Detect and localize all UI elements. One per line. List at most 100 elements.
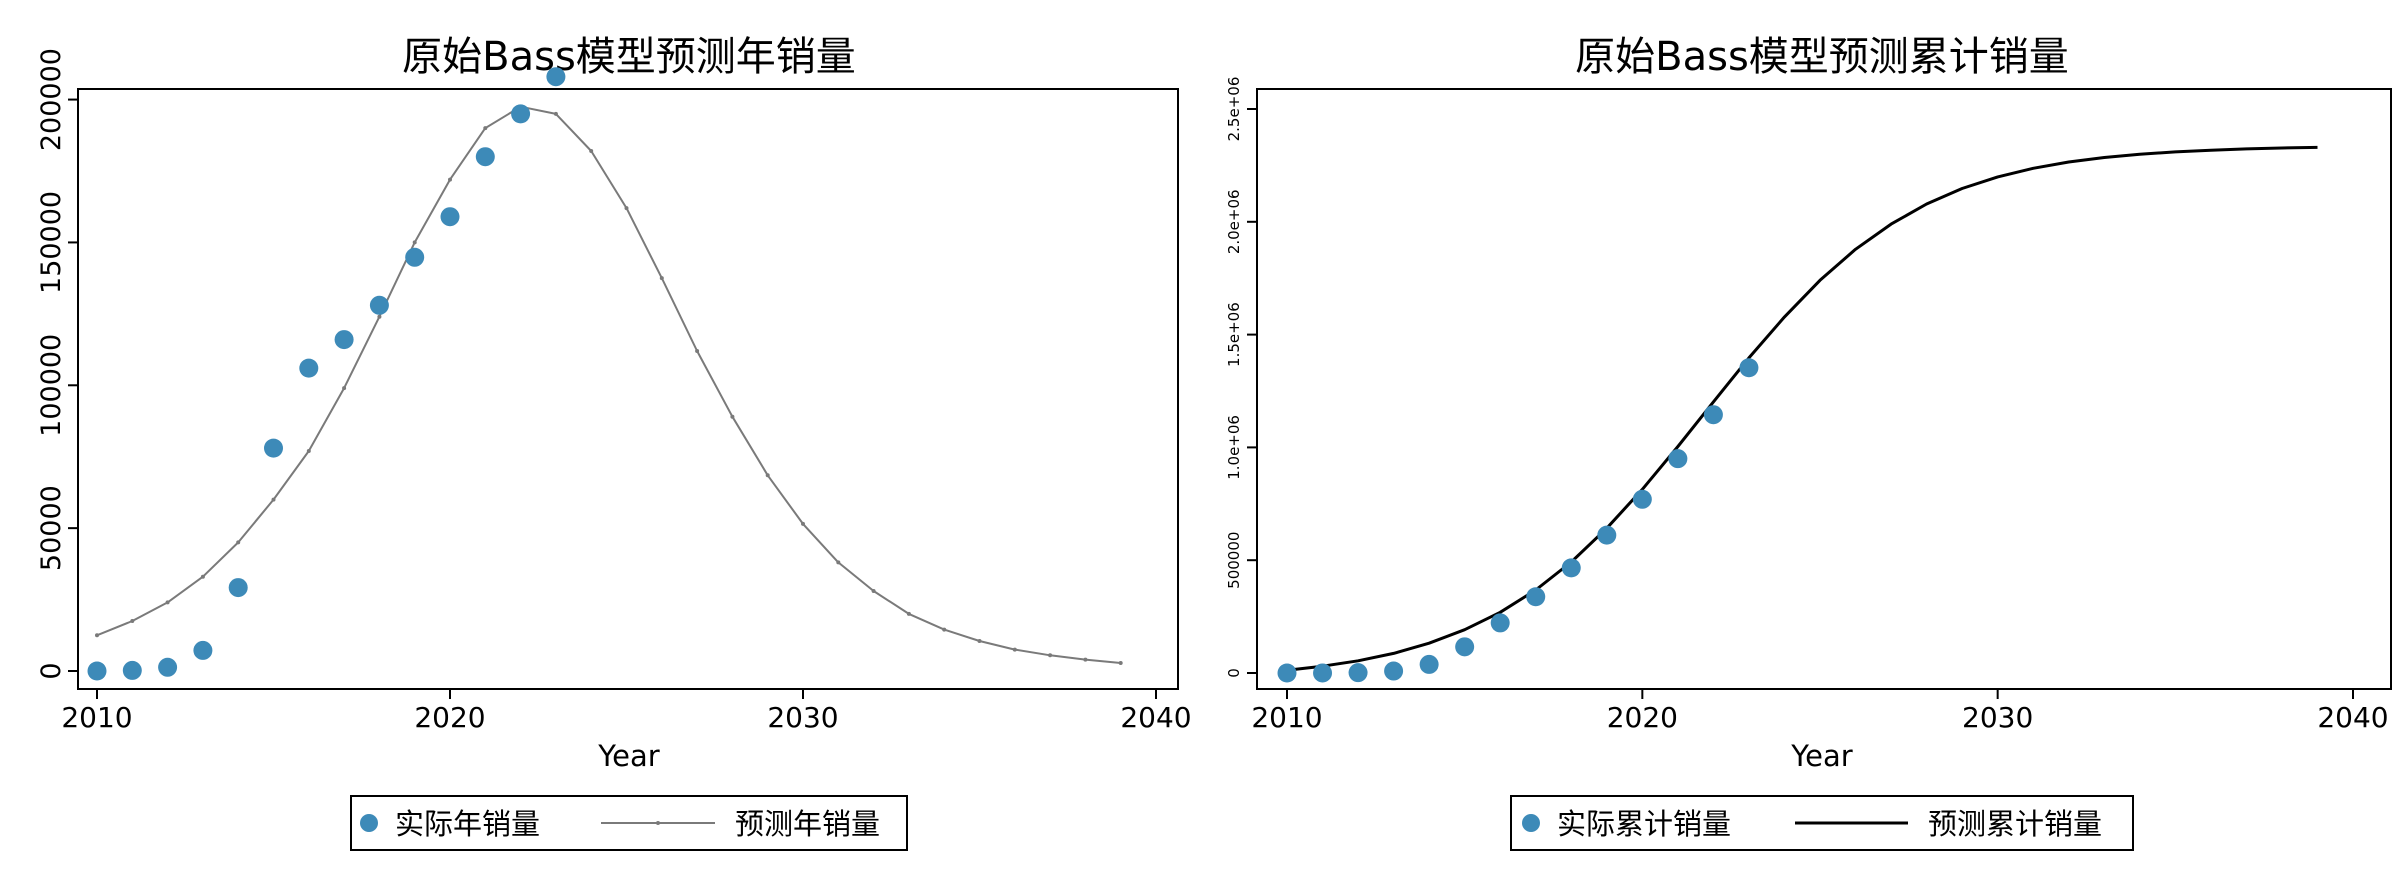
y-tick-label: 1.0e+06 — [1225, 415, 1243, 480]
actual-point — [87, 661, 107, 681]
forecast-point — [730, 414, 735, 419]
x-tick-label: 2040 — [2317, 701, 2388, 734]
actual-point — [1490, 613, 1510, 633]
actual-point — [1739, 358, 1759, 378]
forecast-line — [96, 105, 1121, 664]
forecast-point — [306, 449, 311, 453]
actual-point — [440, 207, 460, 227]
forecast-point — [200, 574, 205, 579]
forecast-point — [1012, 647, 1017, 652]
legend-label-forecast: 预测年销量 — [735, 807, 880, 841]
legend-marker-actual — [1522, 814, 1540, 832]
actual-point — [1526, 587, 1546, 607]
actual-point — [334, 330, 354, 350]
y-tick-label: 100000 — [36, 334, 67, 437]
plot-frame — [77, 88, 1179, 690]
x-axis: 2010 2020 2030 2040 — [1251, 689, 2389, 734]
actual-point — [1668, 449, 1688, 469]
forecast-point — [412, 240, 417, 245]
x-axis: 2010 2020 2030 2040 — [61, 689, 1192, 734]
legend: 实际年销量 预测年销量 — [350, 795, 908, 851]
forecast-line — [1286, 145, 2318, 672]
x-axis-title: Year — [597, 739, 659, 773]
chart-title: 原始Bass模型预测累计销量 — [1575, 34, 2069, 80]
y-axis: 0 500000 1.0e+06 1.5e+06 2.0e+06 2.5e+06 — [1225, 77, 1257, 678]
forecast-point — [553, 111, 558, 116]
legend-box — [350, 795, 908, 851]
actual-point — [1277, 663, 1297, 683]
forecast-point — [1048, 653, 1053, 658]
forecast-point — [942, 627, 947, 632]
cumulative-sales-chart: 原始Bass模型预测累计销量 0 500000 1.0e+06 1.5e+06 2.0e… — [1225, 34, 2392, 851]
actual-point — [299, 358, 319, 378]
forecast-point — [624, 206, 629, 211]
y-tick-label: 150000 — [36, 191, 67, 294]
forecast-point — [589, 149, 594, 153]
plot-frame — [1256, 88, 2392, 690]
forecast-point — [377, 314, 382, 319]
actual-point — [1348, 663, 1368, 683]
actual-point — [546, 67, 566, 87]
forecast-point — [977, 639, 982, 643]
actual-point — [264, 438, 283, 458]
actual-point — [122, 660, 142, 680]
actual-point — [405, 247, 425, 267]
legend-label-forecast: 预测累计销量 — [1928, 807, 2102, 841]
forecast-point — [906, 611, 911, 616]
legend-label-actual: 实际年销量 — [395, 807, 540, 841]
y-tick-label: 0 — [1225, 668, 1243, 678]
x-tick-label: 2020 — [414, 701, 485, 734]
actual-point — [1384, 661, 1404, 681]
forecast-point — [765, 473, 770, 478]
forecast-point — [659, 276, 664, 281]
x-axis-title: Year — [1790, 739, 1852, 773]
legend-marker-forecast — [656, 821, 660, 825]
actual-point — [1561, 558, 1581, 578]
actual-point — [1632, 489, 1652, 509]
chart-title: 原始Bass模型预测年销量 — [402, 34, 856, 80]
actual-point — [158, 657, 178, 677]
y-tick-label: 50000 — [36, 485, 67, 571]
forecast-point — [342, 386, 347, 391]
y-tick-label: 2.5e+06 — [1225, 77, 1243, 142]
forecast-point — [165, 600, 170, 605]
actual-point — [1597, 525, 1617, 545]
y-tick-label: 500000 — [1225, 532, 1243, 589]
legend-label-actual: 实际累计销量 — [1557, 807, 1731, 841]
forecast-point — [236, 540, 241, 545]
legend-box — [1510, 795, 2134, 851]
y-tick-label: 1.5e+06 — [1225, 302, 1243, 367]
y-tick-label: 0 — [36, 662, 67, 679]
forecast-point — [1083, 657, 1088, 662]
forecast-point — [95, 633, 99, 638]
x-tick-label: 2040 — [1120, 701, 1191, 734]
actual-point — [1313, 663, 1333, 683]
actual-point — [1703, 405, 1723, 425]
legend: 实际累计销量 预测累计销量 — [1510, 795, 2134, 851]
forecast-point — [695, 349, 700, 353]
forecast-point — [836, 560, 841, 565]
actual-point — [1455, 637, 1475, 657]
x-tick-label: 2010 — [61, 701, 132, 734]
series-layer — [1277, 145, 2318, 683]
legend-marker-actual — [360, 814, 378, 832]
forecast-point — [130, 619, 135, 623]
forecast-point — [483, 126, 488, 131]
forecast-point — [871, 589, 876, 593]
forecast-point — [271, 497, 276, 502]
y-tick-label: 2.0e+06 — [1225, 189, 1243, 254]
y-tick-label: 200000 — [36, 48, 67, 151]
forecast-point — [801, 521, 805, 526]
actual-point — [511, 104, 531, 124]
actual-point — [228, 578, 248, 598]
forecast-point — [448, 177, 452, 182]
y-axis: 0 50000 100000 150000 200000 — [36, 48, 78, 680]
actual-point — [1419, 654, 1439, 674]
forecast-point — [1118, 661, 1123, 665]
x-tick-label: 2020 — [1607, 701, 1678, 734]
x-tick-label: 2030 — [1962, 701, 2033, 734]
actual-point — [475, 147, 495, 167]
actual-point — [193, 640, 213, 660]
x-tick-label: 2030 — [767, 701, 838, 734]
series-layer — [87, 67, 1123, 681]
